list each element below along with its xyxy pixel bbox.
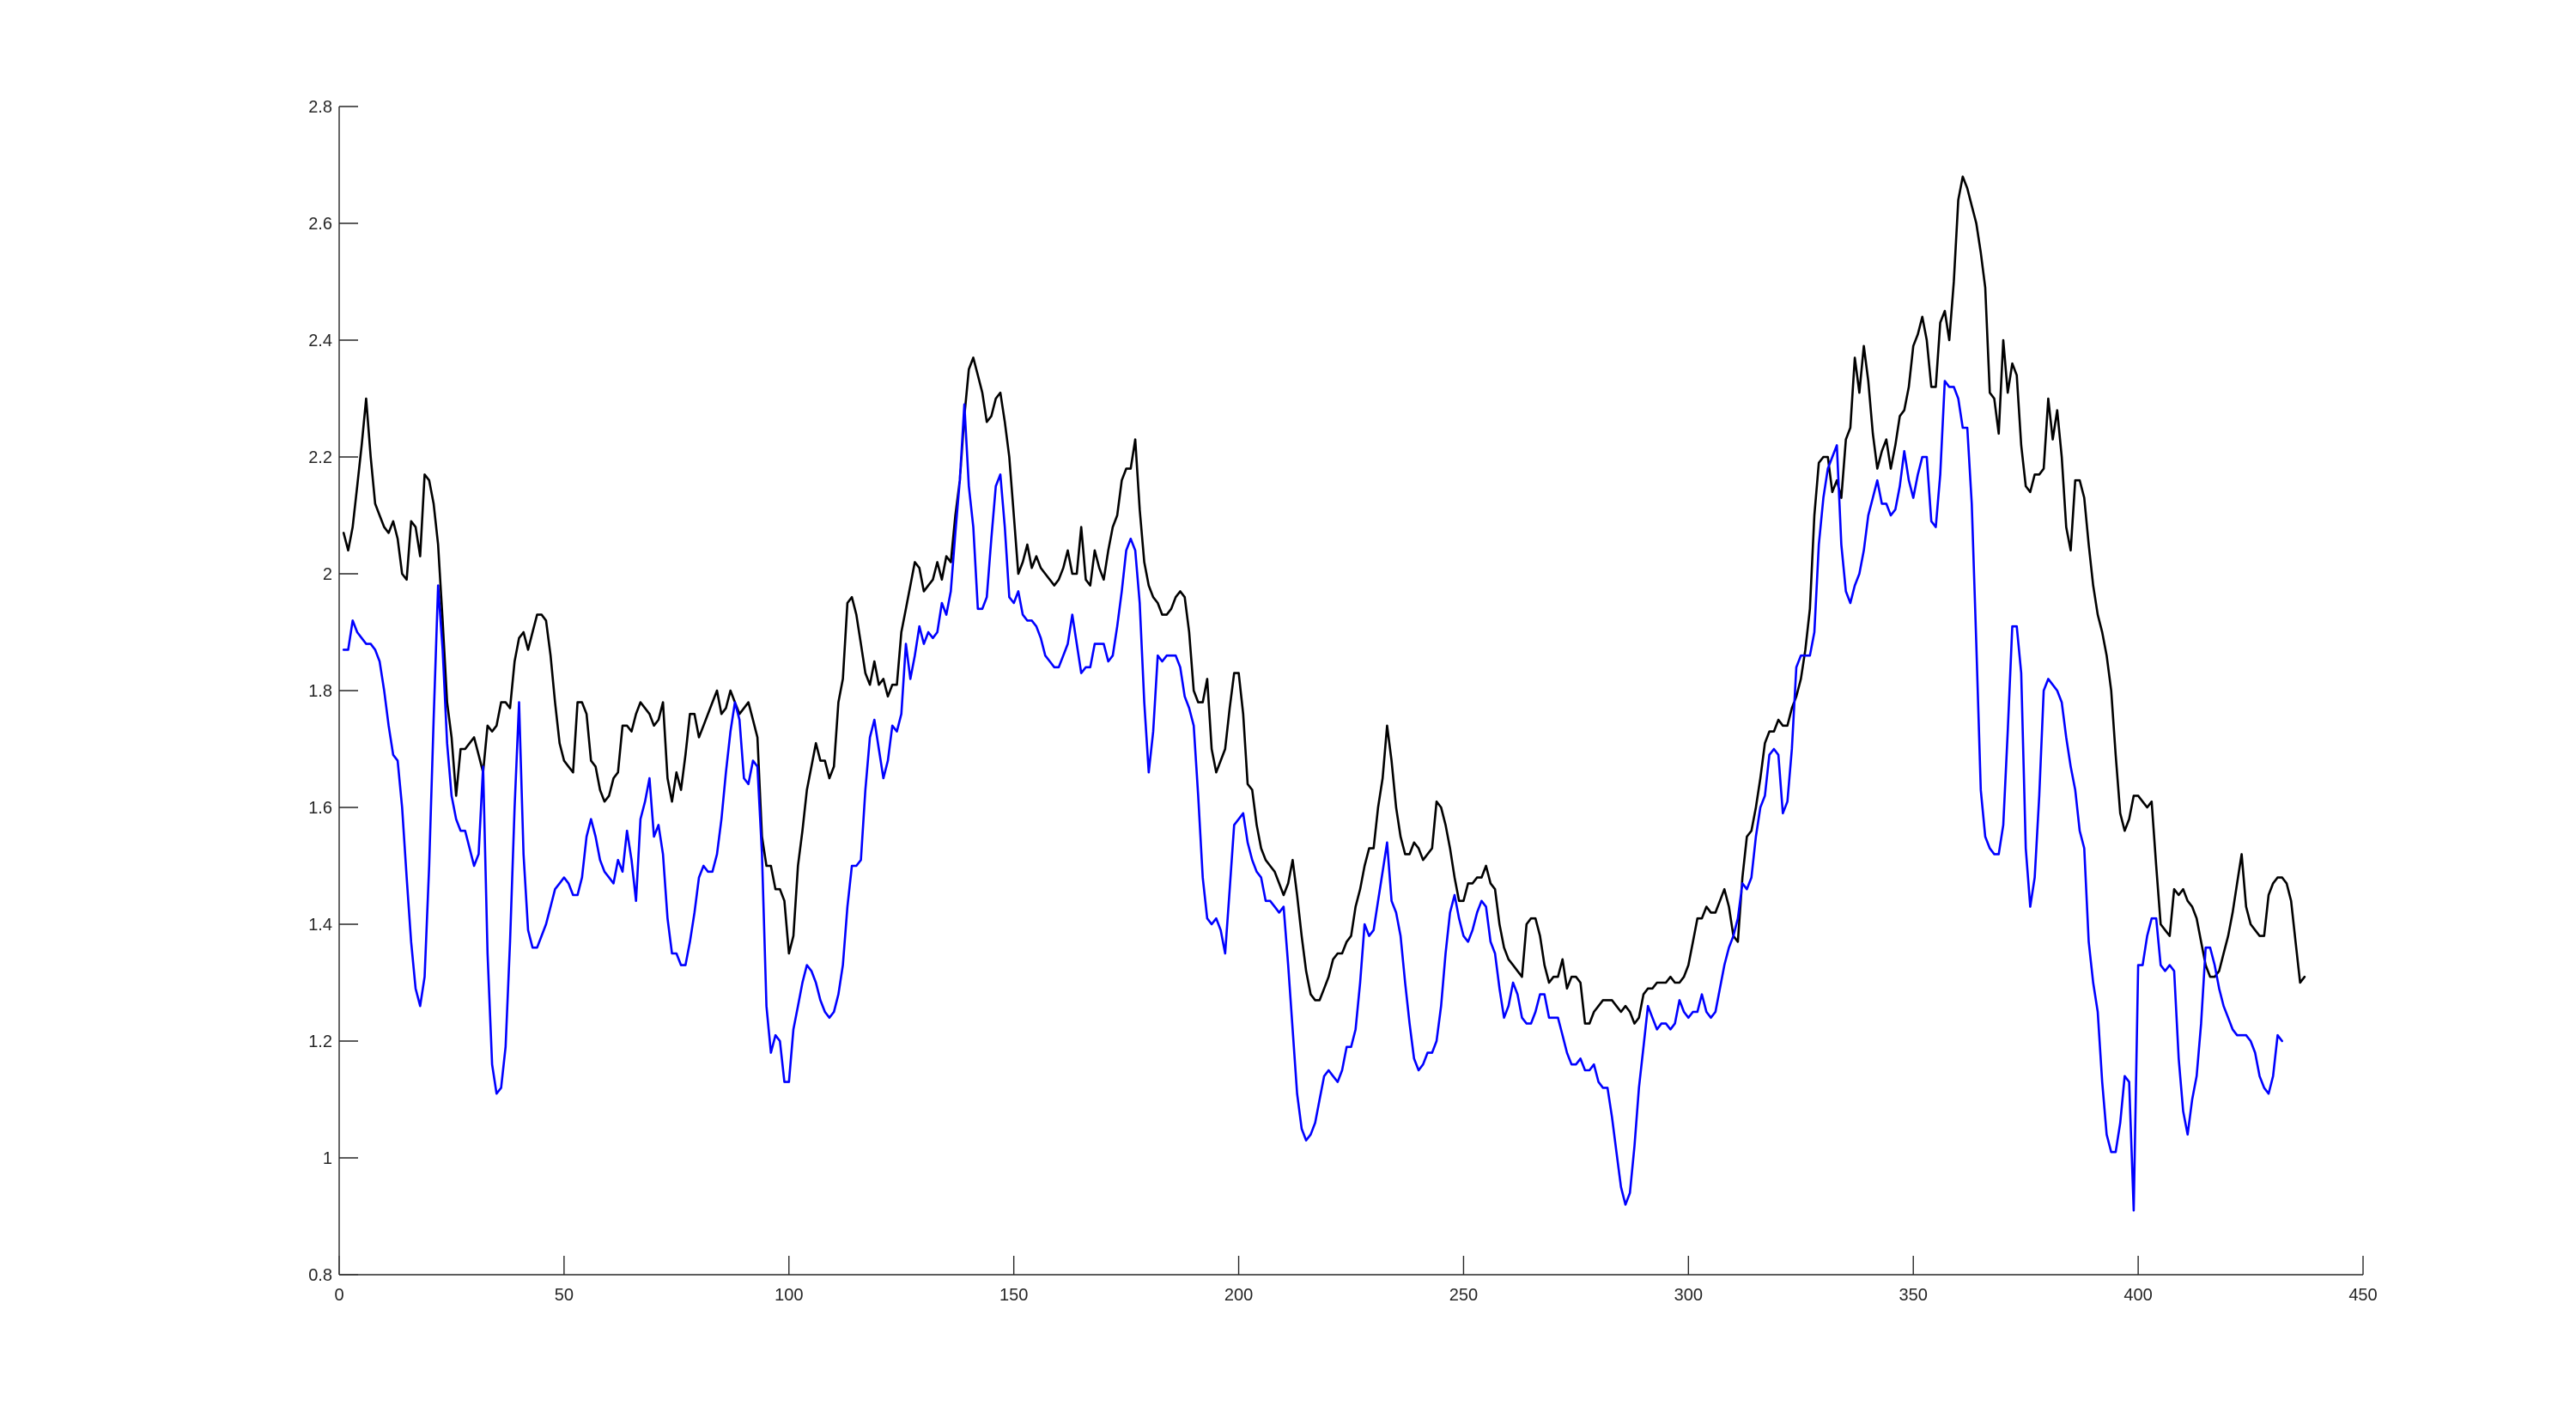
x-axis-ticks: 0 50 100 150 200 250 300 350 400 450: [334, 1256, 2378, 1305]
y-tick-label: 1.2: [308, 1032, 332, 1051]
series-line-black: [342, 175, 2306, 1025]
y-tick-label: 2.4: [308, 332, 332, 350]
y-tick-label: 2: [323, 565, 332, 584]
y-tick-label: 0.8: [308, 1266, 332, 1285]
x-tick-label: 250: [1449, 1286, 1478, 1305]
x-tick-label: 400: [2123, 1286, 2152, 1305]
x-tick-label: 150: [999, 1286, 1028, 1305]
y-axis-ticks: 0.8 1 1.2 1.4 1.6 1.8 2 2.2 2.4 2.6 2.8: [308, 98, 358, 1285]
x-tick-label: 100: [775, 1286, 803, 1305]
y-tick-label: 2.6: [308, 215, 332, 234]
y-tick-label: 1.4: [308, 916, 332, 935]
x-tick-label: 450: [2348, 1286, 2377, 1305]
y-tick-label: 2.8: [308, 98, 332, 117]
y-tick-label: 1.6: [308, 799, 332, 818]
x-tick-label: 50: [555, 1286, 574, 1305]
x-tick-label: 0: [334, 1286, 343, 1305]
y-tick-label: 1.8: [308, 682, 332, 701]
series-line-blue: [342, 380, 2283, 1212]
x-tick-label: 300: [1674, 1286, 1703, 1305]
y-tick-label: 2.2: [308, 448, 332, 467]
x-tick-label: 200: [1224, 1286, 1253, 1305]
series-layer: [342, 175, 2306, 1212]
x-tick-label: 350: [1899, 1286, 1928, 1305]
y-tick-label: 1: [323, 1149, 332, 1168]
